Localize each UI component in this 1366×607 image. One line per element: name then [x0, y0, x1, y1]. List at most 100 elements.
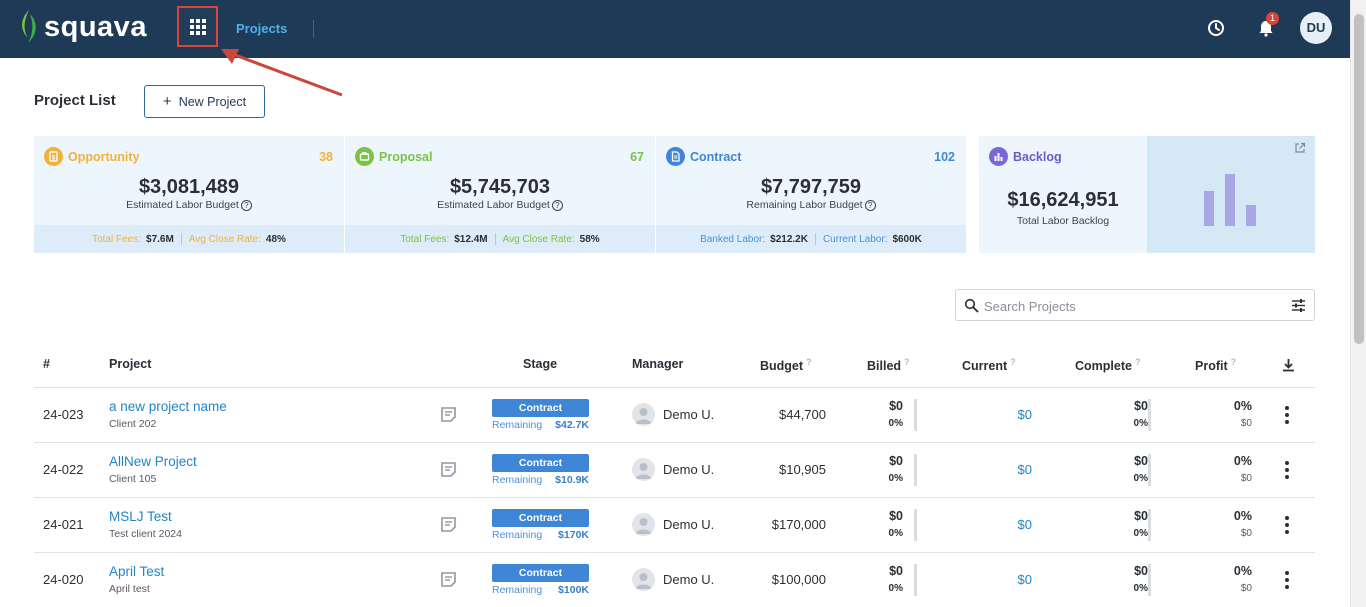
remaining-label: Remaining — [492, 419, 543, 431]
profit-amount: $0 — [1240, 583, 1252, 594]
row-actions-menu-icon[interactable] — [1284, 571, 1290, 589]
page-scrollbar[interactable] — [1350, 0, 1366, 607]
proposal-subtitle: Estimated Labor Budget? — [345, 199, 655, 211]
column-header-number[interactable]: # — [43, 357, 50, 371]
search-input[interactable] — [984, 296, 1274, 316]
clock-icon[interactable] — [1207, 19, 1225, 37]
complete-percent: 0% — [1133, 418, 1148, 429]
current-value-link[interactable]: $0 — [1017, 517, 1032, 532]
grid-icon — [189, 18, 206, 35]
proposal-stats: Total Fees: $12.4M Avg Close Rate: 58% — [345, 225, 655, 253]
column-header-budget[interactable]: Budget? — [760, 357, 812, 373]
table-row[interactable]: 24-023 a new project name Client 202 Con… — [34, 388, 1315, 443]
scrollbar-thumb[interactable] — [1354, 14, 1364, 344]
notes-icon[interactable] — [440, 461, 457, 478]
project-number: 24-022 — [43, 462, 84, 477]
complete-progress-bar — [1148, 564, 1151, 596]
column-header-current[interactable]: Current? — [962, 357, 1016, 373]
stage-remaining: Remaining $10.9K — [492, 474, 589, 486]
person-icon — [635, 518, 652, 534]
person-icon — [635, 573, 652, 589]
row-actions-menu-icon[interactable] — [1284, 406, 1290, 424]
notes-icon[interactable] — [440, 571, 457, 588]
nav-divider — [313, 20, 314, 38]
contract-card[interactable]: Contract 102 $7,797,759 Remaining Labor … — [656, 136, 966, 253]
contract-header: Contract — [666, 147, 741, 166]
manager-name: Demo U. — [663, 407, 715, 422]
chart-bar — [1246, 205, 1256, 226]
proposal-card[interactable]: Proposal 67 $5,745,703 Estimated Labor B… — [345, 136, 655, 253]
filter-sliders-icon[interactable] — [1291, 298, 1306, 313]
profit-header-label: Profit — [1195, 359, 1228, 373]
user-avatar[interactable]: DU — [1300, 12, 1332, 44]
complete-percent: 0% — [1133, 528, 1148, 539]
row-actions-menu-icon[interactable] — [1284, 461, 1290, 479]
total-fees-label: Total Fees: — [92, 233, 142, 245]
profit-amount: $0 — [1240, 418, 1252, 429]
squava-logo[interactable]: squava — [18, 10, 147, 44]
notes-icon[interactable] — [440, 406, 457, 423]
table-row[interactable]: 24-022 AllNew Project Client 105 Contrac… — [34, 443, 1315, 498]
stage-badge[interactable]: Contract — [492, 509, 589, 527]
notes-icon[interactable] — [440, 516, 457, 533]
current-labor-value: $600K — [892, 233, 922, 245]
search-box — [955, 289, 1315, 321]
backlog-amount: $16,624,951 — [1007, 189, 1119, 211]
help-icon[interactable]: ? — [551, 200, 563, 211]
help-icon[interactable]: ? — [904, 357, 910, 367]
remaining-value: $170K — [558, 529, 589, 541]
opportunity-amount: $3,081,489 — [138, 176, 240, 198]
proposal-count: 67 — [630, 150, 644, 164]
proposal-label: Proposal — [379, 149, 433, 164]
column-header-billed[interactable]: Billed? — [867, 357, 910, 373]
annotation-arrow-icon — [221, 49, 343, 97]
project-name-link[interactable]: a new project name — [109, 399, 227, 414]
project-name-link[interactable]: AllNew Project — [109, 454, 197, 469]
stage-remaining: Remaining $100K — [492, 584, 589, 596]
help-icon[interactable]: ? — [1010, 357, 1016, 367]
profit-amount: $0 — [1240, 528, 1252, 539]
table-row[interactable]: 24-020 April Test April test Contract Re… — [34, 553, 1315, 607]
complete-progress-bar — [1148, 509, 1151, 541]
project-name-link[interactable]: MSLJ Test — [109, 509, 172, 524]
download-icon[interactable] — [1282, 358, 1295, 372]
column-header-project[interactable]: Project — [109, 357, 152, 371]
row-actions-menu-icon[interactable] — [1284, 516, 1290, 534]
client-name: Test client 2024 — [109, 528, 182, 540]
current-value-link[interactable]: $0 — [1017, 462, 1032, 477]
opportunity-card[interactable]: $ Opportunity 38 $3,081,489 Estimated La… — [34, 136, 344, 253]
opportunity-label: Opportunity — [68, 149, 140, 164]
remaining-value: $100K — [558, 584, 589, 596]
column-header-manager[interactable]: Manager — [632, 357, 684, 371]
help-icon[interactable]: ? — [1134, 357, 1141, 367]
complete-progress-bar — [1148, 399, 1151, 431]
current-value-link[interactable]: $0 — [1017, 572, 1032, 587]
contract-subtitle: Remaining Labor Budget? — [656, 199, 966, 211]
help-icon[interactable]: ? — [806, 357, 812, 367]
app-launcher-button[interactable] — [177, 6, 218, 47]
new-project-button[interactable]: + New Project — [144, 85, 265, 118]
stage-badge[interactable]: Contract — [492, 454, 589, 472]
project-number: 24-020 — [43, 572, 84, 587]
column-header-stage[interactable]: Stage — [523, 357, 558, 371]
help-icon[interactable]: ? — [1230, 357, 1237, 367]
banked-labor-label: Banked Labor: — [700, 233, 766, 245]
svg-text:$: $ — [52, 155, 56, 161]
backlog-card[interactable]: Backlog $16,624,951 Total Labor Backlog — [979, 136, 1315, 253]
help-icon[interactable]: ? — [864, 200, 876, 211]
project-name-link[interactable]: April Test — [109, 564, 165, 579]
client-name: Client 202 — [109, 418, 157, 430]
nav-projects-link[interactable]: Projects — [236, 21, 288, 36]
external-link-icon[interactable] — [1294, 142, 1306, 154]
current-value-link[interactable]: $0 — [1017, 407, 1032, 422]
new-project-label: New Project — [178, 94, 247, 109]
billed-value: $0 — [889, 399, 903, 413]
stage-badge[interactable]: Contract — [492, 399, 589, 417]
table-row[interactable]: 24-021 MSLJ Test Test client 2024 Contra… — [34, 498, 1315, 553]
column-header-profit[interactable]: Profit? — [1195, 357, 1236, 373]
column-header-complete[interactable]: Complete? — [1075, 357, 1140, 373]
help-icon[interactable]: ? — [240, 200, 252, 211]
chart-bar — [1225, 174, 1235, 226]
stage-badge[interactable]: Contract — [492, 564, 589, 582]
total-fees-value: $7.6M — [146, 233, 174, 245]
